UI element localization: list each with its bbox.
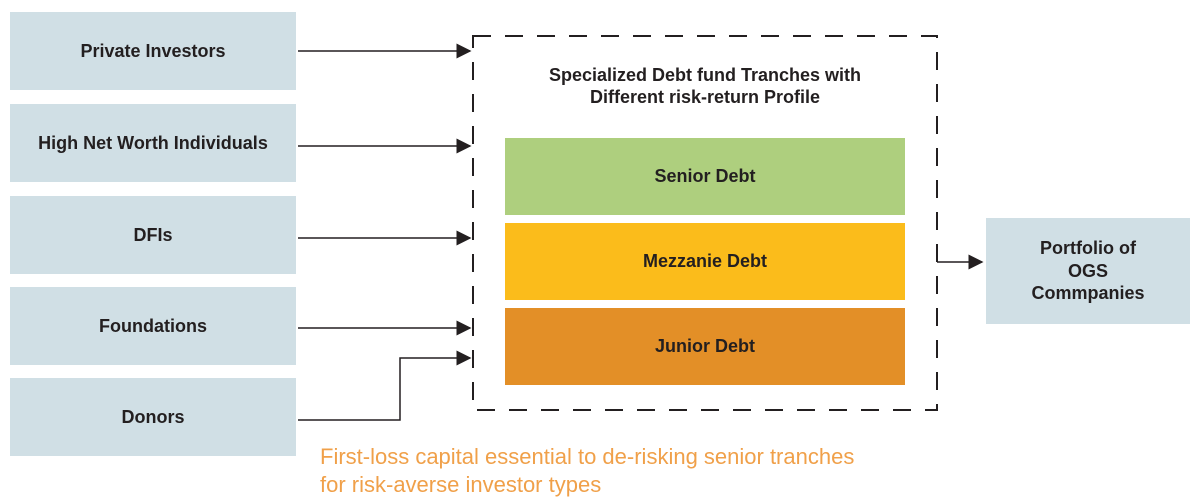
tranche: Senior Debt (505, 138, 905, 215)
source-box: Donors (10, 378, 296, 456)
tranche: Junior Debt (505, 308, 905, 385)
tranche: Mezzanie Debt (505, 223, 905, 300)
fund-title: Specialized Debt fund Tranches with Diff… (548, 64, 862, 108)
target-box: Portfolio of OGS Commpanies (986, 218, 1190, 324)
source-box: DFIs (10, 196, 296, 274)
source-box: Foundations (10, 287, 296, 365)
note: First-loss capital essential to de-riski… (320, 444, 855, 497)
arrow (298, 350, 472, 421)
fund-boundary (472, 35, 938, 411)
source-box: Private Investors (10, 12, 296, 90)
source-box: High Net Worth Individuals (10, 104, 296, 182)
